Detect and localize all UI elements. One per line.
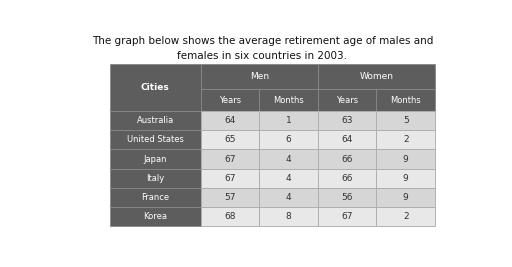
Bar <box>376 169 435 188</box>
Bar <box>376 207 435 226</box>
Bar <box>259 111 318 130</box>
Text: 4: 4 <box>286 193 291 202</box>
Bar <box>110 64 201 111</box>
Text: 63: 63 <box>342 116 353 125</box>
Text: 65: 65 <box>224 135 236 144</box>
Text: 67: 67 <box>342 212 353 221</box>
Text: 1: 1 <box>286 116 291 125</box>
Text: The graph below shows the average retirement age of males and: The graph below shows the average retire… <box>92 36 433 46</box>
Text: Months: Months <box>390 96 421 105</box>
Text: 6: 6 <box>286 135 291 144</box>
Bar <box>259 169 318 188</box>
Bar <box>201 169 259 188</box>
Text: 64: 64 <box>342 135 353 144</box>
Text: 4: 4 <box>286 174 291 183</box>
Text: Women: Women <box>359 72 393 81</box>
Text: 67: 67 <box>224 155 236 164</box>
Text: France: France <box>141 193 169 202</box>
Bar <box>318 169 376 188</box>
Bar <box>259 188 318 207</box>
Bar <box>376 89 435 111</box>
Bar <box>201 150 259 169</box>
Text: 56: 56 <box>342 193 353 202</box>
Bar <box>110 111 201 130</box>
Bar <box>110 207 201 226</box>
Bar <box>318 130 376 150</box>
Bar <box>201 207 259 226</box>
Text: 5: 5 <box>403 116 409 125</box>
Bar <box>259 150 318 169</box>
Text: Men: Men <box>250 72 269 81</box>
Bar <box>376 150 435 169</box>
Bar <box>110 150 201 169</box>
Text: Months: Months <box>273 96 304 105</box>
Bar <box>376 111 435 130</box>
Text: 2: 2 <box>403 212 409 221</box>
Text: Korea: Korea <box>143 212 167 221</box>
Text: Australia: Australia <box>137 116 174 125</box>
Bar <box>259 207 318 226</box>
Bar <box>318 64 435 89</box>
Text: 67: 67 <box>224 174 236 183</box>
Text: Italy: Italy <box>146 174 164 183</box>
Bar <box>201 111 259 130</box>
Bar <box>201 188 259 207</box>
Text: Years: Years <box>219 96 241 105</box>
Bar <box>110 169 201 188</box>
Bar <box>110 130 201 150</box>
Text: Years: Years <box>336 96 358 105</box>
Bar <box>318 111 376 130</box>
Text: 66: 66 <box>342 155 353 164</box>
Bar <box>259 89 318 111</box>
Bar <box>201 130 259 150</box>
Text: 9: 9 <box>403 193 409 202</box>
Bar <box>376 188 435 207</box>
Bar <box>259 130 318 150</box>
Text: 9: 9 <box>403 174 409 183</box>
Text: 64: 64 <box>224 116 236 125</box>
Text: Japan: Japan <box>143 155 167 164</box>
Bar <box>318 150 376 169</box>
Text: females in six countries in 2003.: females in six countries in 2003. <box>177 50 348 61</box>
Text: 68: 68 <box>224 212 236 221</box>
Bar <box>376 130 435 150</box>
Bar <box>201 89 259 111</box>
Bar <box>318 188 376 207</box>
Text: 8: 8 <box>286 212 291 221</box>
Bar <box>201 64 318 89</box>
Text: 4: 4 <box>286 155 291 164</box>
Bar <box>110 188 201 207</box>
Bar <box>318 89 376 111</box>
Text: 66: 66 <box>342 174 353 183</box>
Text: 9: 9 <box>403 155 409 164</box>
Text: 2: 2 <box>403 135 409 144</box>
Text: Cities: Cities <box>141 83 169 92</box>
Bar <box>318 207 376 226</box>
Text: 57: 57 <box>224 193 236 202</box>
Text: United States: United States <box>127 135 184 144</box>
